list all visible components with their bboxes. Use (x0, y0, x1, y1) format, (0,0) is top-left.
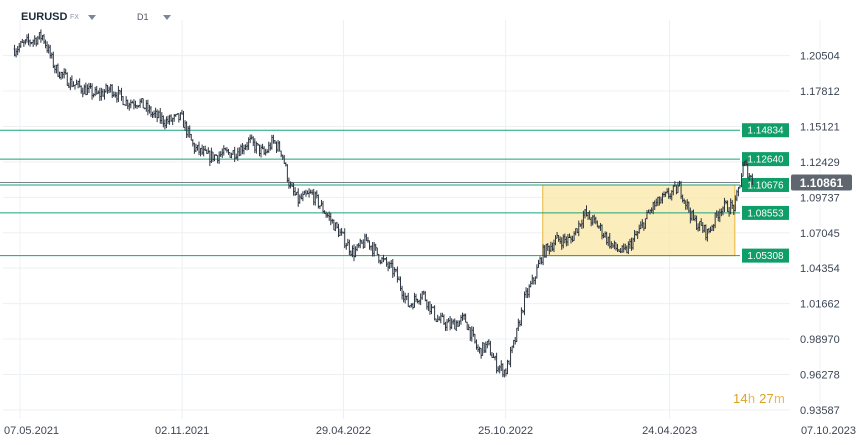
countdown-hours: 14 (733, 391, 748, 406)
chart-toolbar: EURUSD FX D1 (0, 0, 859, 34)
symbol-label[interactable]: EURUSD (21, 11, 68, 23)
level-label-bg (742, 123, 789, 138)
y-tick-label: 0.98970 (800, 334, 840, 346)
y-tick-label: 1.04354 (800, 263, 840, 275)
level-label: 1.05308 (747, 251, 784, 262)
x-axis: 07.05.2021 02.11.2021 29.04.2022 25.10.2022… (4, 425, 856, 437)
y-tick-label: 1.17812 (800, 86, 840, 98)
symbol-dropdown-icon[interactable] (88, 15, 96, 20)
level-label: 1.08553 (747, 208, 784, 219)
y-tick-label: 1.07045 (800, 228, 840, 240)
y-tick-label: 0.96278 (800, 369, 840, 381)
timeframe-label[interactable]: D1 (137, 12, 149, 22)
y-tick-label: 1.12429 (800, 157, 840, 169)
level-label-bg (742, 248, 789, 263)
countdown-hours-unit: h (747, 391, 756, 406)
range-zone-layer (542, 184, 736, 257)
level-label: 1.10676 (747, 180, 784, 191)
market-label: FX (70, 14, 79, 21)
x-tick-label: 24.04.2023 (642, 425, 697, 437)
level-label: 1.12640 (747, 155, 784, 166)
timeframe-dropdown-icon[interactable] (163, 15, 171, 20)
level-label-bg (742, 205, 789, 220)
x-tick-label: 02.11.2021 (155, 425, 209, 437)
grid (3, 20, 821, 419)
level-label-bg (742, 152, 789, 167)
level-label-bg (742, 177, 789, 192)
levels-layer: 1.14834 1.12640 1.10676 1.08553 1.05308 (0, 123, 789, 263)
x-tick-label: 07.05.2021 (4, 425, 59, 437)
x-tick-label: 25.10.2022 (478, 425, 533, 437)
consolidation-zone (542, 184, 736, 257)
countdown-minutes: 27 (759, 391, 774, 406)
x-tick-label: 29.04.2022 (316, 425, 371, 437)
y-tick-label: 1.20504 (800, 51, 840, 63)
current-price-label: 1.10861 (800, 176, 844, 190)
candle-countdown: 14h 27m (733, 391, 785, 406)
x-tick-label: 07.10.2023 (801, 425, 856, 437)
y-axis: 1.10861 1.20504 1.17812 1.15121 1.12429 1.097… (791, 51, 852, 417)
current-price-label-bg (791, 174, 852, 191)
y-tick-label: 1.09737 (800, 192, 840, 204)
countdown-minutes-unit: m (774, 391, 786, 406)
y-tick-label: 1.01662 (800, 299, 840, 311)
y-tick-label: 0.93587 (800, 405, 840, 417)
y-tick-label: 1.15121 (800, 121, 840, 133)
level-label: 1.14834 (747, 126, 784, 137)
price-series-layer (13, 29, 754, 378)
